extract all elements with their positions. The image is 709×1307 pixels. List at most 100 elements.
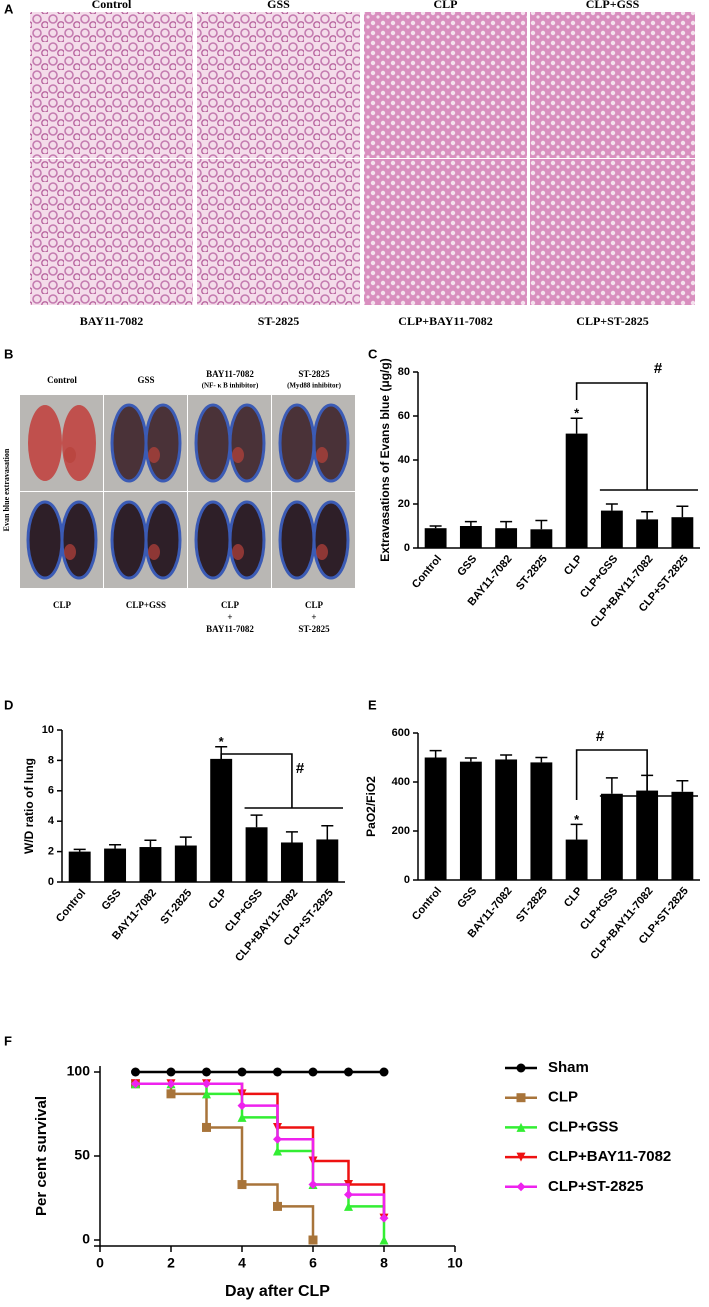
x-tick-label: CLP: [562, 553, 585, 578]
bar: [424, 757, 447, 880]
error-bar: [285, 831, 298, 843]
photo-label: (Myd88 inhibitor): [287, 382, 342, 390]
photo-label: CLP: [53, 600, 72, 610]
image-label: CLP+GSS: [586, 0, 640, 11]
y-tick-label: 400: [392, 776, 410, 788]
x-tick-label: 0: [96, 1255, 104, 1271]
lung-spot: [64, 447, 76, 463]
x-tick-label: Control: [54, 887, 88, 925]
error-bar: [179, 836, 192, 846]
marker: [344, 1190, 353, 1200]
lung-spot: [316, 447, 328, 463]
error-bar: [250, 814, 263, 828]
bar: [174, 845, 197, 882]
error-bar: [605, 777, 618, 794]
significance-hash: #: [296, 760, 305, 777]
photo-label: ST-2825: [298, 369, 330, 379]
survival-line: [277, 1126, 315, 1162]
bar: [459, 526, 482, 548]
photo-label: +: [311, 612, 316, 622]
image-label: Control: [92, 0, 132, 11]
bar: [636, 519, 659, 548]
panel-letter: C: [368, 346, 378, 361]
lung-lobe: [278, 403, 316, 483]
x-axis-label: Day after CLP: [225, 1283, 330, 1300]
histology-image: [197, 12, 360, 158]
y-tick-label: 10: [42, 724, 54, 736]
x-tick-label: CLP+BAY11-7082: [233, 887, 300, 964]
y-tick-label: 0: [404, 874, 410, 886]
y-tick-label: 20: [398, 498, 410, 510]
y-tick-label: 50: [74, 1147, 90, 1163]
lung-spot: [148, 544, 160, 560]
significance-star: *: [219, 734, 225, 749]
marker: [273, 1146, 282, 1156]
image-label: CLP+ST-2825: [576, 314, 648, 328]
histology-image: [530, 12, 695, 158]
significance-hash: #: [654, 360, 663, 377]
bar: [495, 528, 518, 548]
x-tick-label: Control: [410, 553, 444, 591]
survival-line: [206, 1126, 244, 1185]
survival-line: [348, 1183, 386, 1219]
legend-label: CLP+BAY11-7082: [548, 1148, 671, 1165]
marker: [379, 1067, 389, 1077]
panel-letter: D: [4, 697, 13, 712]
survival-line: [206, 1092, 244, 1118]
error-bar: [641, 510, 654, 520]
error-bar: [570, 417, 583, 434]
marker: [308, 1180, 318, 1190]
photo-label: Control: [47, 375, 77, 385]
marker: [237, 1101, 247, 1111]
lung-lobe: [62, 405, 96, 481]
y-tick-label: 200: [392, 825, 410, 837]
error-bar: [500, 520, 513, 529]
legend-marker: [516, 1063, 526, 1073]
x-tick-label: CLP+BAY11-7082: [588, 553, 655, 630]
bar: [424, 528, 447, 548]
significance-star: *: [574, 812, 580, 827]
image-label: GSS: [267, 0, 290, 11]
error-bar: [429, 525, 442, 529]
legend-label: CLP: [548, 1089, 578, 1106]
lung-spot: [148, 447, 160, 463]
image-label: CLP+BAY11-7082: [398, 314, 492, 328]
photo-label: (NF- κ B inhibitor): [202, 382, 259, 390]
y-axis-label: Per cent survival: [33, 1096, 50, 1216]
x-tick-label: 10: [447, 1255, 463, 1271]
marker: [308, 1235, 318, 1245]
bar: [68, 851, 91, 882]
image-label: BAY11-7082: [80, 314, 144, 328]
histology-image: [364, 12, 527, 158]
y-tick-label: 6: [48, 785, 54, 797]
bar: [530, 762, 553, 880]
lung-lobe: [194, 500, 232, 580]
survival-line: [135, 1082, 173, 1094]
error-bar: [464, 520, 477, 526]
x-tick-label: 8: [380, 1255, 388, 1271]
x-tick-label: CLP: [562, 885, 585, 910]
error-bar: [464, 757, 477, 762]
bracket: [575, 749, 698, 800]
bar: [280, 842, 303, 882]
x-tick-label: 4: [238, 1255, 246, 1271]
marker: [379, 1235, 389, 1245]
survival-line: [277, 1137, 315, 1185]
y-tick-label: 40: [398, 454, 410, 466]
y-tick-label: 60: [398, 410, 410, 422]
survival-line: [313, 1183, 350, 1207]
bracket: [575, 382, 698, 491]
histology-image: [30, 159, 193, 305]
legend-marker: [516, 1152, 526, 1162]
histology-image: [30, 12, 193, 158]
x-tick-label: GSS: [455, 553, 479, 579]
bar: [316, 839, 339, 882]
marker: [202, 1079, 211, 1089]
marker: [202, 1067, 211, 1077]
marker: [131, 1067, 140, 1077]
x-tick-label: 6: [309, 1255, 317, 1271]
panel-letter: F: [4, 1033, 12, 1048]
legend-marker: [516, 1093, 526, 1103]
y-tick-label: 600: [392, 727, 410, 739]
